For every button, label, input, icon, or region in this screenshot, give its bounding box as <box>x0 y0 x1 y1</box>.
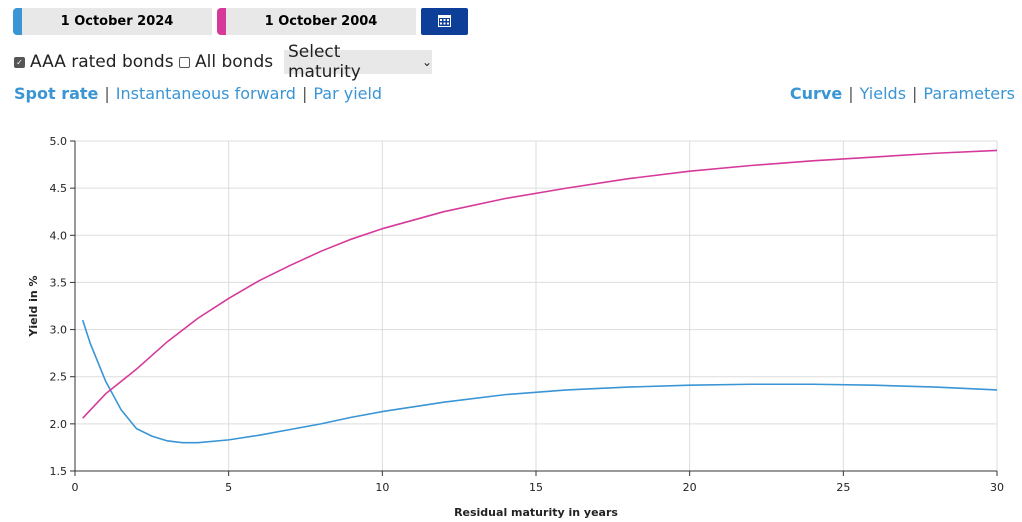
x-tick-label: 20 <box>683 481 697 494</box>
tab-link[interactable]: Spot rate <box>14 84 99 103</box>
tab-link[interactable]: Instantaneous forward <box>115 84 296 103</box>
checkbox[interactable] <box>179 56 190 68</box>
tab-link[interactable]: Par yield <box>313 84 383 103</box>
checkbox[interactable]: ✓ <box>14 56 25 68</box>
chart: 1.5 2.0 2.5 3.0 3.5 4.0 4.5 5.0 0 5 10 15 20 25 30 Resi… <box>27 135 1004 519</box>
y-tick-label: 1.5 <box>50 465 68 478</box>
y-tick-label: 4.5 <box>50 182 68 195</box>
view-tabs: Spot rate | Instantaneous forward | Par yiel… <box>14 84 382 103</box>
y-axis-label: Yield in % <box>27 275 40 337</box>
checkbox-all[interactable]: All bonds <box>179 52 273 72</box>
checkbox-label: AAA rated bonds <box>30 52 174 72</box>
checkbox-label: All bonds <box>195 52 274 72</box>
maturity-select[interactable]: Select maturity ⌄ <box>284 42 432 82</box>
x-tick-label: 10 <box>375 481 389 494</box>
separator: | <box>912 84 918 103</box>
x-tick-label: 5 <box>225 481 232 494</box>
tab-link[interactable]: Curve <box>789 84 843 103</box>
select-arrow: ⌄ <box>421 55 432 69</box>
calendar-icon <box>438 15 451 27</box>
y-tick-label: 3.0 <box>50 324 68 337</box>
tab-link[interactable]: Yields <box>859 84 907 103</box>
y-tick-label: 5.0 <box>50 135 68 148</box>
checkbox-aaa[interactable]: ✓ AAA rated bonds <box>14 52 174 72</box>
series-line <box>82 149 998 419</box>
mode-tabs: Curve | Yields | Parameters <box>790 84 1015 103</box>
separator: | <box>848 84 854 103</box>
x-tick-label: 15 <box>529 481 543 494</box>
y-tick-label: 2.0 <box>50 418 68 431</box>
series-line <box>81 319 998 444</box>
select-label: Select maturity <box>288 42 361 82</box>
x-tick-label: 30 <box>990 481 1004 494</box>
y-tick-label: 2.5 <box>50 371 68 384</box>
y-tick-label: 3.5 <box>50 276 68 289</box>
separator: | <box>301 84 308 103</box>
date-input[interactable]: 1 October 2004 <box>226 8 416 35</box>
x-tick-label: 25 <box>836 481 850 494</box>
series-marker <box>13 8 22 35</box>
series-marker <box>217 8 226 35</box>
x-axis-label: Residual maturity in years <box>454 506 618 519</box>
separator: | <box>104 84 110 103</box>
date-input[interactable]: 1 October 2024 <box>22 8 212 35</box>
x-tick-label: 0 <box>72 481 79 494</box>
calendar-button[interactable] <box>421 8 468 35</box>
y-tick-label: 4.0 <box>50 229 68 242</box>
tab-link[interactable]: Parameters <box>923 84 1015 103</box>
